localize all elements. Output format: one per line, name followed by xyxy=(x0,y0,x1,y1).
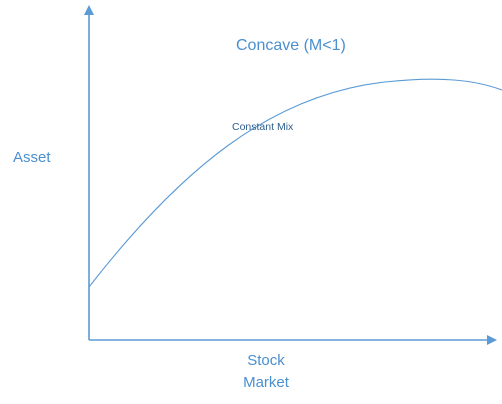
y-axis-label: Asset xyxy=(13,149,51,166)
constant-mix-curve xyxy=(88,78,502,288)
x-axis-label-line2: Market xyxy=(243,374,289,391)
diagram-title: Concave (M<1) xyxy=(236,37,346,54)
x-axis-label-line1: Stock xyxy=(247,352,285,369)
x-axis-label: Stock Market xyxy=(236,350,296,394)
curve-label: Constant Mix xyxy=(232,121,294,133)
